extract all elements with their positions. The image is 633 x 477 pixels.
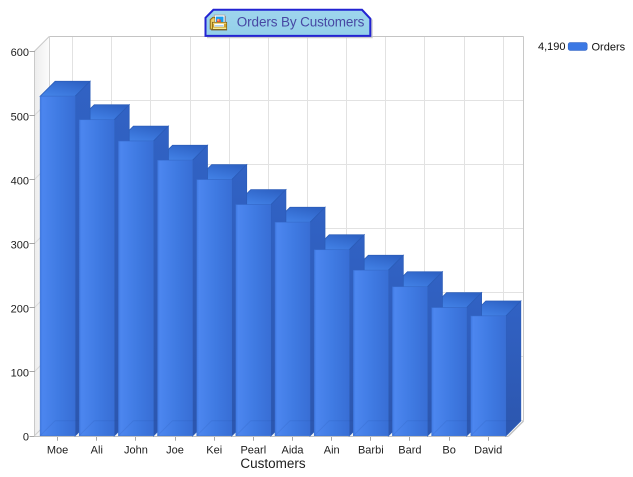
svg-text:Aida: Aida [281, 445, 304, 457]
svg-text:Ali: Ali [91, 445, 103, 457]
svg-text:John: John [124, 445, 148, 457]
svg-text:4,190: 4,190 [538, 41, 566, 53]
svg-text:David: David [474, 445, 502, 457]
svg-text:Moe: Moe [47, 445, 68, 457]
svg-text:Bard: Bard [398, 445, 421, 457]
svg-text:Bo: Bo [442, 445, 455, 457]
svg-text:Orders By Customers: Orders By Customers [237, 14, 365, 29]
svg-text:Orders: Orders [592, 41, 626, 53]
svg-text:100: 100 [11, 368, 29, 380]
svg-text:Customers: Customers [240, 456, 306, 471]
svg-text:300: 300 [11, 239, 29, 251]
svg-text:Barbi: Barbi [358, 445, 384, 457]
svg-text:Pearl: Pearl [240, 445, 266, 457]
svg-text:400: 400 [11, 175, 29, 187]
svg-text:500: 500 [11, 111, 29, 123]
svg-text:600: 600 [11, 47, 29, 59]
svg-text:Joe: Joe [166, 445, 184, 457]
svg-text:Ain: Ain [324, 445, 340, 457]
svg-text:0: 0 [23, 432, 29, 444]
svg-text:200: 200 [11, 304, 29, 316]
svg-text:Kei: Kei [206, 445, 222, 457]
